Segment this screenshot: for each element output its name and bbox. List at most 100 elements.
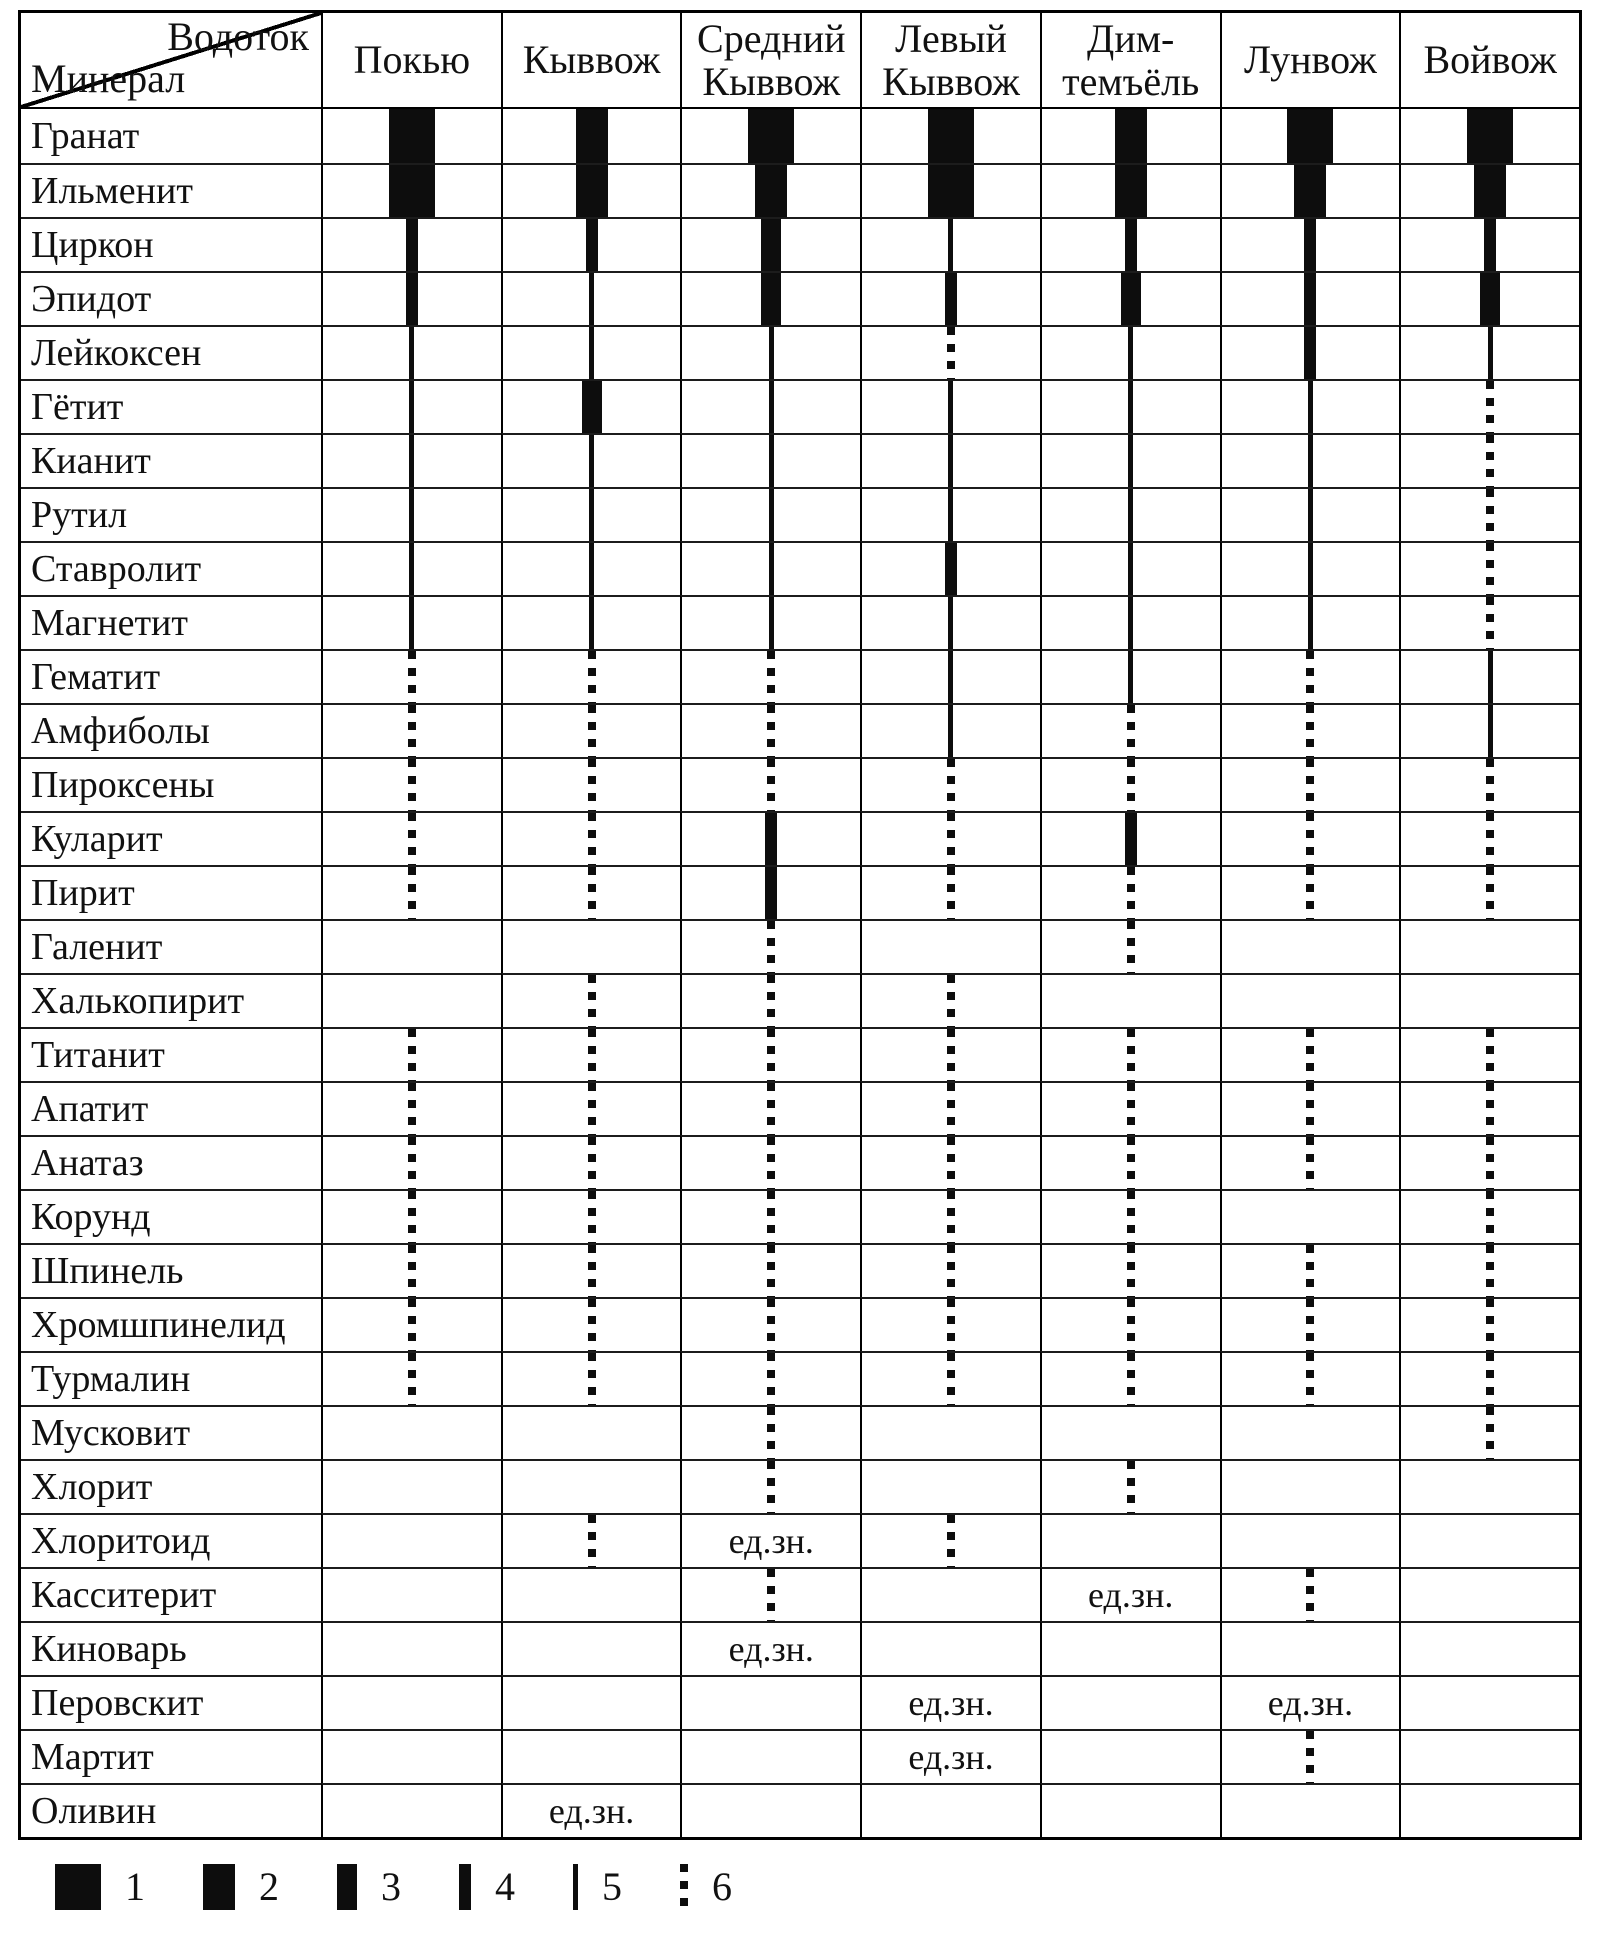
abundance-bar xyxy=(1126,1137,1135,1189)
matrix-cell xyxy=(321,1783,501,1837)
abundance-bar xyxy=(1126,1191,1135,1243)
matrix-cell xyxy=(680,1081,861,1135)
matrix-cell xyxy=(860,1081,1040,1135)
corner-label-stream: Водоток xyxy=(167,14,309,59)
matrix-cell xyxy=(1039,271,1220,325)
matrix-cell xyxy=(680,1729,861,1783)
abundance-bar xyxy=(1486,1029,1495,1081)
abundance-bar xyxy=(767,1353,776,1405)
abundance-bar xyxy=(1486,381,1495,433)
abundance-bar xyxy=(767,975,776,1027)
matrix-cell xyxy=(680,865,861,919)
matrix-cell xyxy=(860,1027,1040,1081)
mineral-label: Турмалин xyxy=(21,1351,321,1405)
mineral-label: Ильменит xyxy=(21,163,321,217)
matrix-cell xyxy=(321,1513,501,1567)
abundance-bar xyxy=(1128,327,1134,379)
abundance-bar xyxy=(587,1353,596,1405)
matrix-cell xyxy=(1039,1459,1220,1513)
mineral-label: Оливин xyxy=(21,1783,321,1837)
abundance-bar xyxy=(946,1029,955,1081)
matrix-cell xyxy=(680,1297,861,1351)
matrix-cell xyxy=(680,1189,861,1243)
matrix-cell xyxy=(321,1189,501,1243)
abundance-bar xyxy=(767,1461,776,1513)
stream-header-line: Левый xyxy=(895,15,1007,61)
abundance-bar xyxy=(587,1083,596,1135)
abundance-bar xyxy=(944,273,957,325)
matrix-cell xyxy=(1399,163,1579,217)
abundance-bar xyxy=(768,489,774,541)
matrix-cell xyxy=(1039,649,1220,703)
matrix-cell xyxy=(860,1513,1040,1567)
matrix-cell xyxy=(321,1729,501,1783)
matrix-cell xyxy=(1399,1783,1579,1837)
matrix-cell xyxy=(321,1459,501,1513)
matrix-cell xyxy=(1219,1081,1400,1135)
matrix-cell xyxy=(500,1081,681,1135)
legend-item: 4 xyxy=(459,1864,515,1910)
abundance-bar xyxy=(587,1137,596,1189)
abundance-bar xyxy=(1306,1299,1315,1351)
abundance-bar xyxy=(1486,759,1495,811)
matrix-cell xyxy=(500,757,681,811)
matrix-cell xyxy=(321,757,501,811)
matrix-cell xyxy=(500,973,681,1027)
abundance-bar xyxy=(767,705,776,757)
matrix-cell xyxy=(680,919,861,973)
matrix-cell xyxy=(1219,757,1400,811)
matrix-cell xyxy=(860,973,1040,1027)
abundance-bar xyxy=(1474,165,1507,217)
single-grains-text: ед.зн. xyxy=(908,1737,994,1777)
matrix-cell xyxy=(1039,865,1220,919)
matrix-cell xyxy=(680,649,861,703)
matrix-cell xyxy=(500,433,681,487)
abundance-bar xyxy=(587,1245,596,1297)
mineral-label: Халькопирит xyxy=(21,973,321,1027)
matrix-cell xyxy=(860,1621,1040,1675)
abundance-bar xyxy=(587,651,596,703)
matrix-cell xyxy=(1399,1351,1579,1405)
abundance-bar xyxy=(946,975,955,1027)
legend-swatch xyxy=(459,1864,471,1910)
matrix-cell xyxy=(1219,1729,1400,1783)
stream-header: Средний Кыввож xyxy=(680,13,861,109)
abundance-bar xyxy=(589,597,595,649)
matrix-cell xyxy=(1039,1243,1220,1297)
mineral-label: Циркон xyxy=(21,217,321,271)
abundance-bar xyxy=(767,651,776,703)
legend-label: 4 xyxy=(495,1864,515,1909)
matrix-cell xyxy=(1219,1135,1400,1189)
matrix-cell xyxy=(1039,919,1220,973)
abundance-bar xyxy=(1480,273,1501,325)
matrix-cell xyxy=(321,541,501,595)
abundance-bar xyxy=(1486,489,1495,541)
matrix-cell xyxy=(680,325,861,379)
matrix-cell xyxy=(500,379,681,433)
matrix-cell xyxy=(1219,271,1400,325)
matrix-cell xyxy=(321,1567,501,1621)
matrix-cell xyxy=(860,1351,1040,1405)
matrix-cell xyxy=(1219,1243,1400,1297)
matrix-cell xyxy=(680,1351,861,1405)
legend-item: 3 xyxy=(337,1864,401,1910)
legend-label: 2 xyxy=(259,1864,279,1909)
matrix-cell xyxy=(860,1189,1040,1243)
matrix-cell xyxy=(1039,1675,1220,1729)
matrix-cell xyxy=(1039,757,1220,811)
matrix-cell xyxy=(680,703,861,757)
abundance-bar xyxy=(755,165,788,217)
matrix-cell xyxy=(1399,217,1579,271)
abundance-bar xyxy=(946,1083,955,1135)
abundance-bar xyxy=(409,435,415,487)
abundance-bar xyxy=(765,867,778,919)
matrix-cell xyxy=(500,865,681,919)
abundance-bar xyxy=(946,1515,955,1567)
matrix-cell: ед.зн. xyxy=(680,1513,861,1567)
matrix-cell xyxy=(860,703,1040,757)
matrix-cell xyxy=(860,433,1040,487)
matrix-cell xyxy=(1039,811,1220,865)
matrix-cell xyxy=(1219,1297,1400,1351)
abundance-bar xyxy=(1307,597,1313,649)
matrix-cell xyxy=(1399,541,1579,595)
